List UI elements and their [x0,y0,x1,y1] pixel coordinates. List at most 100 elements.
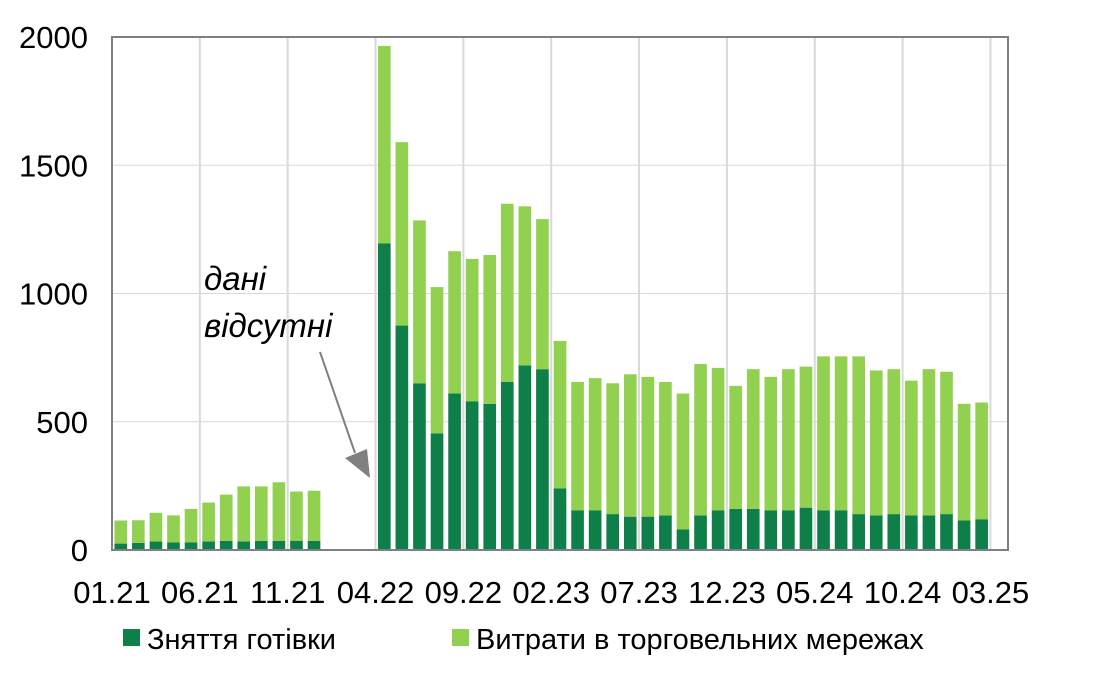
bar-retail-spending [975,402,988,520]
bar-retail-spending [571,381,584,511]
bar-cash-withdrawal [202,541,215,550]
annotation-arrow-line [319,351,356,454]
bar-retail-spending [641,376,655,517]
bar-cash-withdrawal [255,540,268,550]
bar-retail-spending [834,356,848,511]
bar-retail-spending [114,520,128,544]
bar-retail-spending [536,219,549,370]
bar-retail-spending [307,490,321,541]
bar-cash-withdrawal [307,540,321,550]
bar-cash-withdrawal [957,520,971,550]
bar-retail-spending [395,142,409,326]
bar-cash-withdrawal [448,393,461,550]
bar-cash-withdrawal [905,515,918,550]
y-tick-label: 1000 [19,277,88,312]
bar-cash-withdrawal [413,383,426,550]
bar-retail-spending [430,287,444,434]
bar-cash-withdrawal [694,515,707,550]
bar-cash-withdrawal [975,519,988,550]
y-axis-ticks: 0 500 1000 1500 2000 [19,20,88,568]
legend-swatch-cash [123,629,140,646]
x-tick-label: 11.21 [250,575,325,610]
x-tick-label: 05.24 [776,575,854,610]
bar-cash-withdrawal [114,543,128,550]
bar-retail-spending [887,369,901,515]
bar-retail-spending [746,369,760,509]
x-tick-label: 10.24 [864,575,942,610]
bar-retail-spending [500,203,514,382]
legend-swatch-retail [452,629,469,646]
bar-retail-spending [764,376,778,511]
bar-cash-withdrawal [219,540,233,550]
annotation-line-1: дані [204,260,268,297]
bar-cash-withdrawal [536,369,549,550]
bar-cash-withdrawal [588,510,602,550]
bar-retail-spending [184,508,198,543]
bar-cash-withdrawal [746,508,760,550]
missing-data-annotation: дані відсутні [204,260,370,478]
bar-cash-withdrawal [764,510,778,550]
bar-retail-spending [202,502,215,542]
x-tick-label: 02.23 [512,575,590,610]
bar-retail-spending [132,520,145,543]
bar-retail-spending [940,371,953,515]
x-tick-label: 12.23 [688,575,766,610]
bar-retail-spending [448,251,461,394]
bar-retail-spending [606,383,620,515]
bar-retail-spending [149,512,163,542]
bar-retail-spending [483,255,497,404]
bar-cash-withdrawal [132,542,145,550]
x-tick-label: 07.23 [600,575,678,610]
bar-cash-withdrawal [272,540,286,550]
bar-retail-spending [817,356,830,511]
bar-cash-withdrawal [676,529,690,550]
bar-retail-spending [782,369,795,511]
bar-cash-withdrawal [430,433,444,550]
bar-cash-withdrawal [571,510,584,550]
x-tick-label: 04.22 [337,575,415,610]
bar-cash-withdrawal [834,510,848,550]
bar-cash-withdrawal [483,403,497,550]
bar-cash-withdrawal [606,514,620,550]
bar-retail-spending [377,45,391,244]
bar-cash-withdrawal [729,508,743,550]
bar-retail-spending [553,340,567,489]
bar-cash-withdrawal [852,514,865,550]
bar-retail-spending [237,486,251,542]
x-tick-label: 09.22 [425,575,503,610]
y-tick-label: 2000 [19,20,88,55]
annotation-arrow-head [345,449,370,478]
bar-cash-withdrawal [940,514,953,550]
bar-retail-spending [694,364,707,516]
plot-frame [111,36,1009,551]
bar-retail-spending [290,491,303,541]
bar-cash-withdrawal [149,541,163,550]
bar-cash-withdrawal [887,514,901,550]
bar-cash-withdrawal [817,510,830,550]
bar-retail-spending [255,486,268,541]
bar-retail-spending [623,374,637,517]
bar-cash-withdrawal [465,401,479,550]
bar-retail-spending [272,482,286,541]
x-tick-label: 06.21 [161,575,239,610]
bar-retail-spending [518,206,532,366]
y-tick-label: 1500 [19,148,88,183]
bar-cash-withdrawal [167,542,180,550]
bar-cash-withdrawal [659,515,672,550]
bar-cash-withdrawal [518,365,532,550]
bar-cash-withdrawal [799,507,813,550]
annotation-line-2: відсутні [204,307,334,344]
bars [114,45,988,551]
bar-cash-withdrawal [553,488,567,550]
bar-cash-withdrawal [290,540,303,550]
bar-retail-spending [869,370,883,516]
bar-retail-spending [219,494,233,541]
bar-retail-spending [729,385,743,509]
bar-retail-spending [922,369,936,516]
bar-cash-withdrawal [711,510,725,550]
bar-retail-spending [659,381,672,516]
bar-retail-spending [413,220,426,384]
bar-retail-spending [711,367,725,511]
bar-cash-withdrawal [922,515,936,550]
